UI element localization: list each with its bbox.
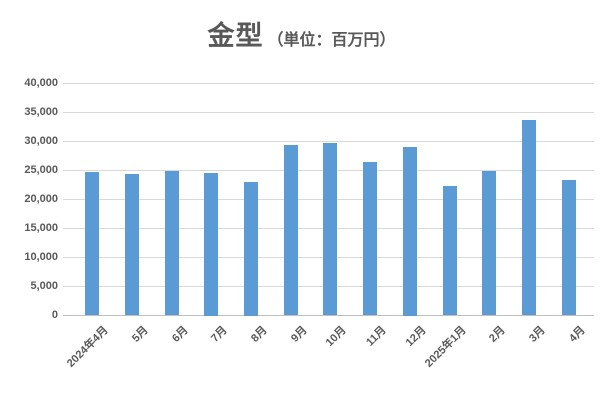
bar-6月: [164, 170, 179, 316]
bar-2月: [482, 171, 497, 316]
chart-title-text: 金型: [207, 21, 264, 51]
bar-2025年1月: [442, 186, 457, 316]
gridline: [63, 111, 594, 113]
y-tick-label: 25,000: [24, 163, 58, 176]
bar-7月: [204, 173, 219, 316]
bar-2024年4月: [85, 171, 100, 316]
bar-5月: [124, 173, 139, 316]
bar-9月: [283, 144, 298, 316]
y-tick-label: 35,000: [24, 105, 58, 118]
bar-4月: [561, 180, 576, 316]
y-tick-label: 20,000: [24, 192, 58, 205]
bar-11月: [363, 162, 378, 316]
bar-10月: [323, 142, 338, 316]
y-tick-label: 15,000: [24, 221, 58, 234]
gridline: [63, 140, 594, 142]
y-tick-label: 10,000: [24, 250, 58, 263]
bar-8月: [243, 181, 258, 316]
gridline: [63, 82, 594, 84]
y-tick-label: 5,000: [30, 279, 58, 292]
y-tick-label: 30,000: [24, 134, 58, 147]
chart-title-unit: （単位：百万円）: [267, 32, 396, 49]
x-axis-line: [63, 315, 594, 316]
bar-3月: [522, 120, 536, 316]
chart-title: 金型 （単位：百万円）: [0, 14, 603, 53]
y-tick-label: 0: [51, 309, 58, 321]
y-tick-label: 40,000: [24, 76, 58, 89]
bar-12月: [402, 146, 417, 316]
